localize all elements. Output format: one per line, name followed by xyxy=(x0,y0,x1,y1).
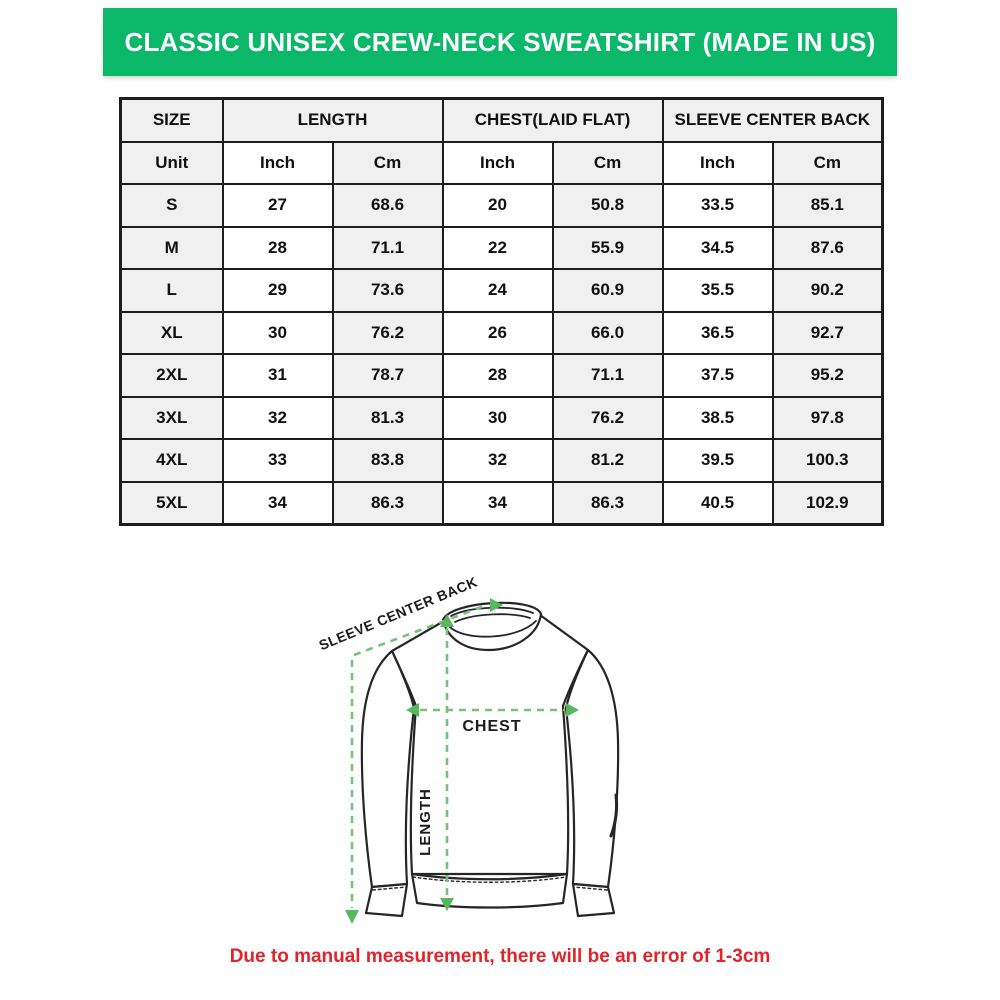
header-banner: CLASSIC UNISEX CREW-NECK SWEATSHIRT (MAD… xyxy=(103,8,897,76)
measurement-value-cell: 39.5 xyxy=(661,438,774,483)
chest-arrow-left-icon xyxy=(406,703,419,717)
group-header-2: CHEST(LAID FLAT) xyxy=(441,97,664,143)
measurement-value-cell: 38.5 xyxy=(661,395,774,440)
measurement-value-cell: 50.8 xyxy=(551,183,664,228)
size-row-XL: XL 30 76.2 26 66.0 36.5 92.7 xyxy=(119,310,884,355)
unit-cell-5: Inch xyxy=(661,140,774,185)
sweatshirt-right-sleeve xyxy=(564,648,620,889)
measurement-value-cell: 33 xyxy=(221,438,334,483)
measurement-value-cell: 87.6 xyxy=(771,225,884,270)
size-chart-header: SIZE LENGTH CHEST(LAID FLAT) SLEEVE CENTER … xyxy=(119,97,884,185)
chest-arrow-right-icon xyxy=(566,703,579,717)
size-row-4XL: 4XL 33 83.8 32 81.2 39.5 100.3 xyxy=(119,438,884,483)
unit-cell-2: Cm xyxy=(331,140,444,185)
measurement-value-cell: 22 xyxy=(441,225,554,270)
size-row-2XL: 2XL 31 78.7 28 71.1 37.5 95.2 xyxy=(119,353,884,398)
measurement-value-cell: 81.3 xyxy=(331,395,444,440)
page-title: CLASSIC UNISEX CREW-NECK SWEATSHIRT (MAD… xyxy=(124,26,876,57)
size-chart-table: SIZE LENGTH CHEST(LAID FLAT) SLEEVE CENTER … xyxy=(119,97,885,526)
sweatshirt-measurement-diagram: SLEEVE CENTER BACK CHEST LENGTH xyxy=(0,560,1000,950)
measurement-value-cell: 26 xyxy=(441,310,554,355)
group-header-3: SLEEVE CENTER BACK xyxy=(661,97,884,143)
measurement-value-cell: 100.3 xyxy=(771,438,884,483)
measurement-value-cell: 92.7 xyxy=(771,310,884,355)
measurement-value-cell: 83.8 xyxy=(331,438,444,483)
measurement-value-cell: 66.0 xyxy=(551,310,664,355)
chest-label: CHEST xyxy=(462,718,521,735)
size-row-3XL: 3XL 32 81.3 30 76.2 38.5 97.8 xyxy=(119,395,884,440)
measurement-value-cell: 86.3 xyxy=(331,480,444,526)
measurement-value-cell: 78.7 xyxy=(331,353,444,398)
sweatshirt-right-cuff xyxy=(571,882,616,918)
sleeve-arrow-right-icon xyxy=(490,598,503,612)
unit-cell-4: Cm xyxy=(551,140,664,185)
size-row-L: L 29 73.6 24 60.9 35.5 90.2 xyxy=(119,268,884,313)
measurement-value-cell: 33.5 xyxy=(661,183,774,228)
measurement-value-cell: 71.1 xyxy=(331,225,444,270)
measurement-value-cell: 34.5 xyxy=(661,225,774,270)
size-label-cell: XL xyxy=(119,310,224,355)
size-label-cell: S xyxy=(119,183,224,228)
group-header-1: LENGTH xyxy=(221,97,444,143)
measurement-value-cell: 60.9 xyxy=(551,268,664,313)
measurement-value-cell: 95.2 xyxy=(771,353,884,398)
measurement-value-cell: 32 xyxy=(441,438,554,483)
measurement-value-cell: 37.5 xyxy=(661,353,774,398)
sweatshirt-left-cuff xyxy=(364,882,409,918)
measurement-value-cell: 102.9 xyxy=(771,480,884,526)
measurement-value-cell: 31 xyxy=(221,353,334,398)
measurement-value-cell: 24 xyxy=(441,268,554,313)
measurement-value-cell: 36.5 xyxy=(661,310,774,355)
measurement-value-cell: 30 xyxy=(221,310,334,355)
size-row-S: S 27 68.6 20 50.8 33.5 85.1 xyxy=(119,183,884,228)
size-label-cell: 4XL xyxy=(119,438,224,483)
group-header-0: SIZE xyxy=(119,97,224,143)
measurement-value-cell: 28 xyxy=(221,225,334,270)
measurement-value-cell: 20 xyxy=(441,183,554,228)
measurement-value-cell: 34 xyxy=(221,480,334,526)
size-label-cell: 3XL xyxy=(119,395,224,440)
measurement-value-cell: 97.8 xyxy=(771,395,884,440)
measurement-value-cell: 55.9 xyxy=(551,225,664,270)
measurement-value-cell: 34 xyxy=(441,480,554,526)
measurement-error-note: Due to manual measurement, there will be… xyxy=(229,946,771,967)
unit-header: Unit xyxy=(119,140,224,185)
measurement-value-cell: 29 xyxy=(221,268,334,313)
measurement-value-cell: 86.3 xyxy=(551,480,664,526)
measurement-value-cell: 90.2 xyxy=(771,268,884,313)
length-arrow-down-icon xyxy=(440,898,454,911)
measurement-value-cell: 28 xyxy=(441,353,554,398)
sleeve-center-back-measure-line xyxy=(353,604,485,657)
measurement-value-cell: 27 xyxy=(221,183,334,228)
measurement-value-cell: 76.2 xyxy=(551,395,664,440)
sleeve-arrow-down-icon xyxy=(345,910,359,924)
unit-cell-3: Inch xyxy=(441,140,554,185)
unit-cell-6: Cm xyxy=(771,140,884,185)
measurement-value-cell: 40.5 xyxy=(661,480,774,526)
size-row-5XL: 5XL 34 86.3 34 86.3 40.5 102.9 xyxy=(119,480,884,526)
length-label: LENGTH xyxy=(417,788,434,856)
size-label-cell: L xyxy=(119,268,224,313)
size-row-M: M 28 71.1 22 55.9 34.5 87.6 xyxy=(119,225,884,270)
length-arrow-up-icon xyxy=(440,614,454,627)
size-chart-body: S 27 68.6 20 50.8 33.5 85.1 M 28 71.1 22 55.9 34.5 87… xyxy=(119,183,884,526)
measurement-value-cell: 76.2 xyxy=(331,310,444,355)
measurement-value-cell: 32 xyxy=(221,395,334,440)
measurement-value-cell: 30 xyxy=(441,395,554,440)
size-label-cell: 2XL xyxy=(119,353,224,398)
size-label-cell: 5XL xyxy=(119,480,224,526)
measurement-value-cell: 73.6 xyxy=(331,268,444,313)
unit-cell-1: Inch xyxy=(221,140,334,185)
sweatshirt-left-sleeve xyxy=(360,649,416,889)
measurement-value-cell: 35.5 xyxy=(661,268,774,313)
measurement-value-cell: 68.6 xyxy=(331,183,444,228)
measurement-value-cell: 85.1 xyxy=(771,183,884,228)
size-label-cell: M xyxy=(119,225,224,270)
measurement-value-cell: 71.1 xyxy=(551,353,664,398)
measurement-value-cell: 81.2 xyxy=(551,438,664,483)
sweatshirt-line-art: SLEEVE CENTER BACK CHEST LENGTH xyxy=(316,573,620,924)
